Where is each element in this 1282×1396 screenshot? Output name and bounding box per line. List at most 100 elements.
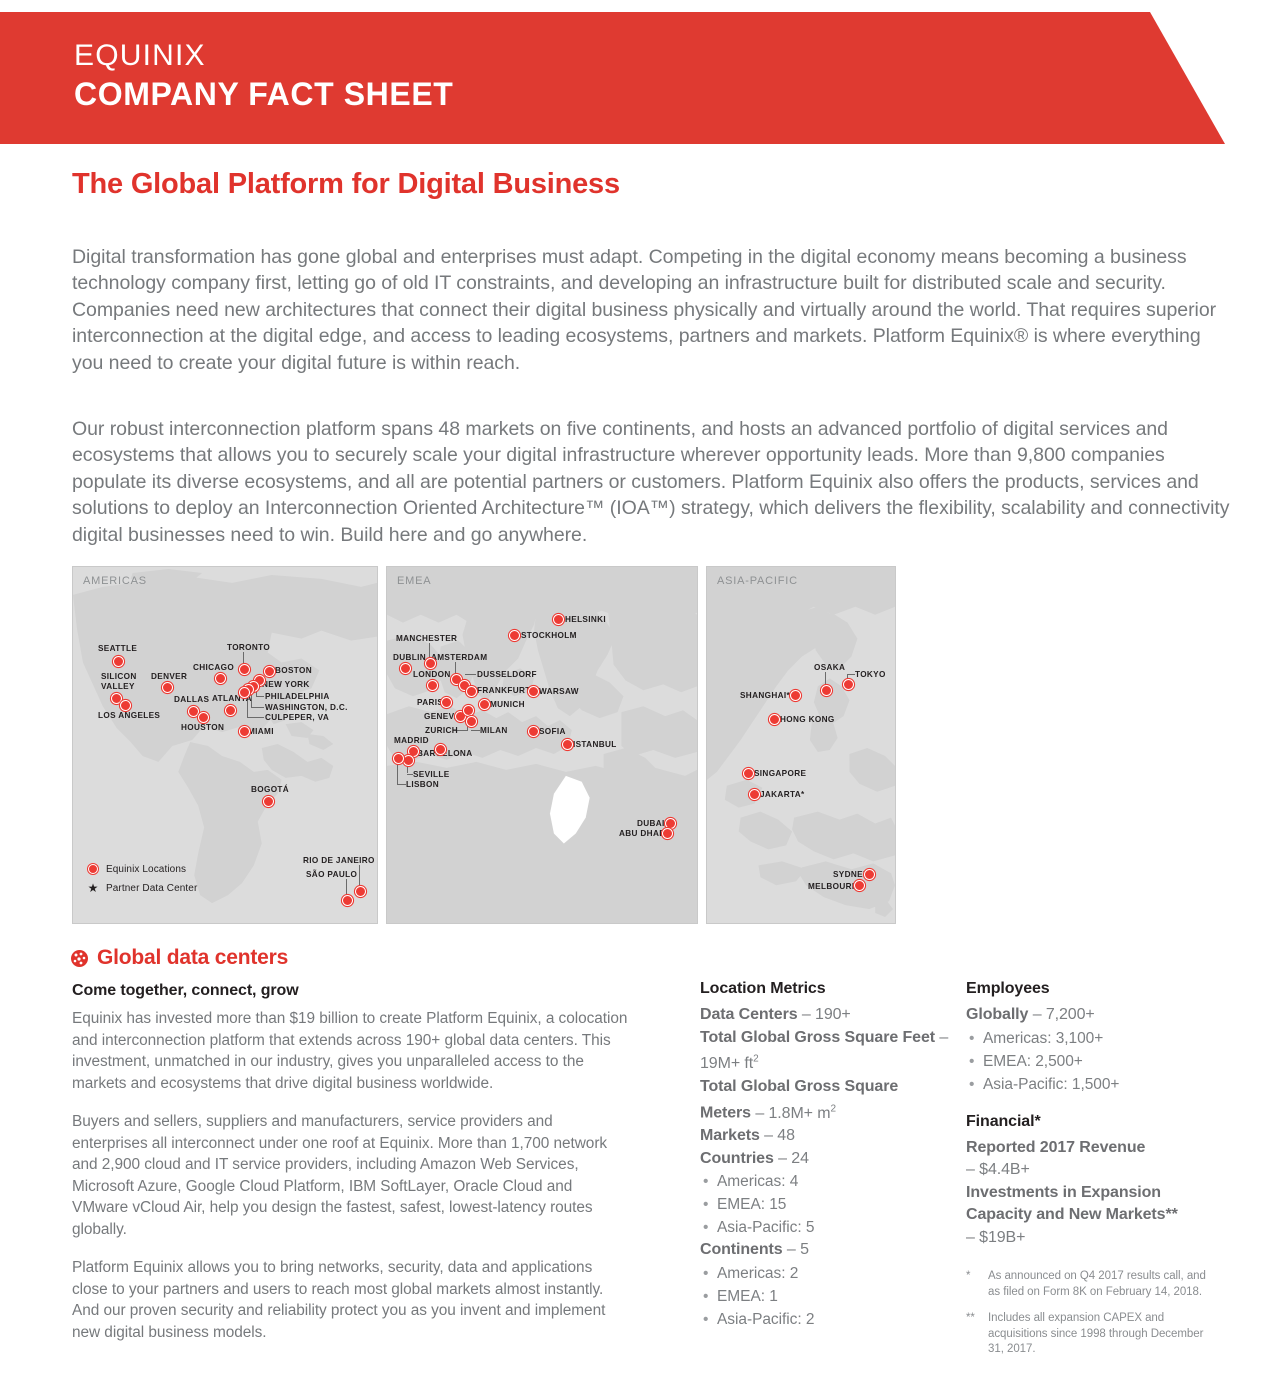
map-label-culpeper-va: CULPEPER, VA — [265, 713, 330, 722]
financial-investment-label: Investments in Expansion Capacity and Ne… — [966, 1183, 1178, 1224]
leader-sao-paulo — [346, 879, 347, 896]
map-label-houston: HOUSTON — [181, 723, 225, 732]
metric-value-square-feet: – 19M+ ft2 — [700, 1028, 949, 1073]
leader-manchester — [429, 643, 430, 659]
map-dot-toronto — [239, 664, 250, 675]
map-label-singapore: SINGAPORE — [754, 769, 807, 778]
footnote-2-mark: ** — [966, 1312, 975, 1324]
map-dot-culpeper — [239, 687, 250, 698]
map-label-rio-de-janeiro: RIO DE JANEIRO — [303, 856, 375, 865]
map-label-paris: PARIS — [417, 698, 444, 707]
map-dot-rio-de-janeiro — [355, 886, 366, 897]
continents-bullet-americas: Americas: 2 — [700, 1262, 950, 1285]
header-band — [0, 12, 1225, 144]
map-label-lisbon: LISBON — [406, 780, 440, 789]
map-label-seattle: SEATTLE — [98, 644, 138, 653]
map-label-barcelona: BARCELONA — [417, 749, 473, 758]
leader-culpeper-v — [247, 692, 248, 718]
metric-label-square-feet: Total Global Gross Square Feet — [700, 1028, 935, 1046]
metric-countries: Countries – 24 — [700, 1148, 950, 1171]
map-label-milan: MILAN — [480, 726, 508, 735]
footnote-2: ** Includes all expansion CAPEX and acqu… — [966, 1311, 1216, 1358]
map-dot-istanbul — [562, 739, 573, 750]
regional-maps-row: AMERICAS SEATTLE SILICON VALLEY LOS ANGE… — [72, 566, 1222, 924]
map-label-washington-dc: WASHINGTON, D.C. — [265, 703, 348, 712]
map-label-dusseldorf: DUSSELDORF — [477, 670, 537, 679]
brand-name: EQUINIX — [74, 39, 206, 72]
leader-washington-v — [251, 689, 252, 708]
metric-value-continents: – 5 — [786, 1241, 809, 1259]
financial-revenue-value: – $4.4B+ — [966, 1161, 1030, 1178]
map-dot-boston — [264, 666, 275, 677]
legend-row-partner-data-center: ★ Partner Data Center — [85, 881, 198, 895]
map-dot-miami — [239, 726, 250, 737]
leader-lisbon-v — [397, 761, 398, 785]
map-label-madrid: MADRID — [394, 736, 429, 745]
map-panel-americas: AMERICAS SEATTLE SILICON VALLEY LOS ANGE… — [72, 566, 378, 924]
leader-zurich — [453, 730, 467, 731]
map-label-zurich: ZURICH — [425, 726, 459, 735]
metric-label-square-meters: Total Global Gross Square Meters — [700, 1077, 899, 1122]
map-label-warsaw: WARSAW — [539, 687, 579, 696]
metric-markets: Markets – 48 — [700, 1125, 950, 1148]
left-column-subhead: Come together, connect, grow — [72, 982, 299, 999]
map-label-dallas: DALLAS — [174, 695, 210, 704]
map-dot-london — [427, 680, 438, 691]
map-label-sydney: SYDNEY — [833, 870, 869, 879]
map-label-dubai: DUBAI — [637, 819, 665, 828]
footnote-2-text: Includes all expansion CAPEX and acquisi… — [988, 1312, 1204, 1355]
map-dot-amsterdam — [451, 674, 462, 685]
metric-value-data-centers: – 190+ — [801, 1006, 851, 1023]
map-dot-tokyo — [843, 679, 854, 690]
continents-bullet-emea: EMEA: 1 — [700, 1285, 950, 1308]
map-dot-munich — [479, 699, 490, 710]
map-label-shanghai: SHANGHAI* — [740, 691, 791, 700]
map-label-hong-kong: HONG KONG — [780, 715, 835, 724]
employees-globally: Globally – 7,200+ — [966, 1004, 1216, 1027]
financial-title: Financial* — [966, 1112, 1041, 1130]
map-dot-dublin — [400, 663, 411, 674]
leader-tokyo — [847, 674, 855, 675]
footnotes: * As announced on Q4 2017 results call, … — [966, 1269, 1216, 1358]
map-dot-madrid — [408, 746, 419, 757]
body-paragraph-2: Buyers and sellers, suppliers and manufa… — [72, 1113, 608, 1238]
location-metrics-column: Location Metrics Data Centers – 190+ Tot… — [700, 980, 950, 1331]
map-dot-shanghai — [790, 690, 801, 701]
map-label-bogota: BOGOTÁ — [251, 785, 290, 794]
map-dot-abu-dhabi — [662, 828, 673, 839]
metric-data-centers: Data Centers – 190+ — [700, 1004, 950, 1027]
map-label-chicago: CHICAGO — [193, 663, 235, 672]
financial-investment-value: – $19B+ — [966, 1228, 1026, 1246]
map-panel-asia-pacific: ASIA-PACIFIC OSAKA TOKYO SHANGHAI* HONG … — [706, 566, 896, 924]
map-dot-zurich — [463, 705, 474, 716]
metric-square-feet: Total Global Gross Square Feet – 19M+ ft… — [700, 1027, 950, 1076]
map-dot-sydney — [864, 869, 875, 880]
map-label-amsterdam: AMSTERDAM — [431, 653, 488, 662]
map-label-manchester: MANCHESTER — [396, 634, 458, 643]
map-label-los-angeles: LOS ANGELES — [98, 711, 161, 720]
map-label-miami: MIAMI — [248, 727, 274, 736]
leader-seville — [407, 774, 413, 775]
map-dot-sao-paulo — [342, 895, 353, 906]
map-label-silicon-valley: SILICON — [101, 672, 137, 681]
body-paragraph-1: Equinix has invested more than $19 billi… — [72, 1010, 628, 1092]
map-heading-asia-pacific: ASIA-PACIFIC — [717, 575, 798, 587]
leader-rio — [359, 865, 360, 887]
leader-seville-v — [407, 763, 408, 773]
legend-row-equinix-locations: Equinix Locations — [85, 864, 197, 875]
metric-label-data-centers: Data Centers — [700, 1006, 798, 1023]
map-label-sao-paulo: SÃO PAULO — [306, 870, 358, 879]
map-dot-helsinki — [553, 614, 564, 625]
map-dot-bogota — [263, 796, 274, 807]
leader-amsterdam — [455, 662, 456, 675]
map-heading-americas: AMERICAS — [83, 575, 147, 587]
partner-data-center-star-icon: ★ — [87, 881, 99, 895]
map-label-toronto: TORONTO — [227, 643, 271, 652]
americas-landmass-svg — [73, 568, 377, 904]
map-label-sofia: SOFIA — [539, 727, 566, 736]
map-dot-lisbon — [393, 753, 404, 764]
metric-value-countries: – 24 — [778, 1149, 809, 1167]
leader-toronto — [243, 652, 244, 665]
map-dot-milan — [466, 716, 477, 727]
map-dot-paris — [441, 697, 452, 708]
